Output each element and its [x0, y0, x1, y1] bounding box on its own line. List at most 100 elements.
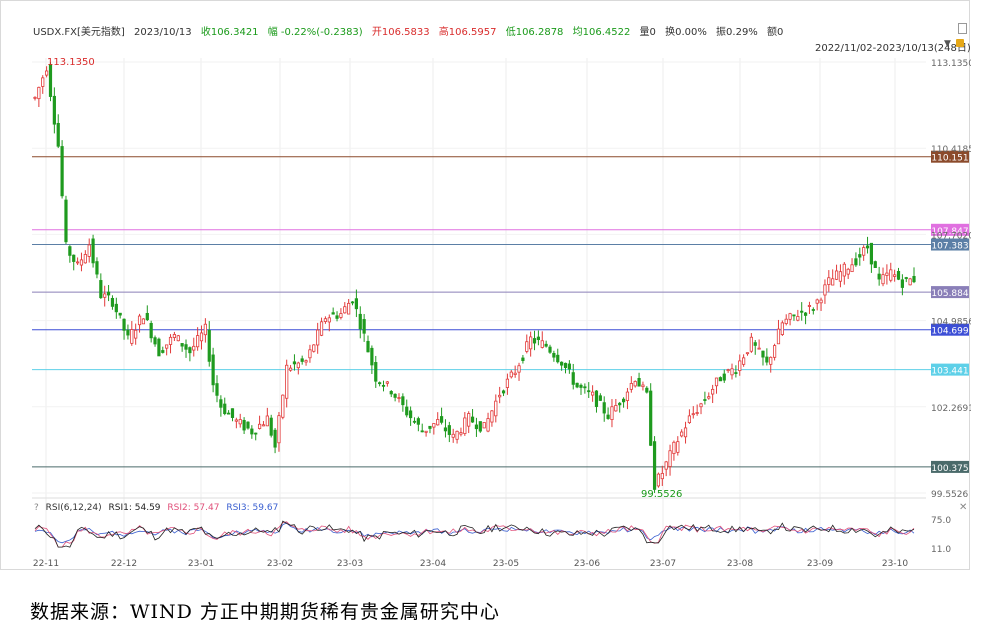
x-axis-ticks: 22-11 22-12 23-01 23-02 23-03 23-04 23-05 23-06… [33, 559, 908, 569]
candle-body [83, 254, 87, 264]
candle-body [896, 270, 901, 280]
candle-body [114, 303, 118, 313]
x-tick-label: 23-02 [267, 559, 293, 569]
candle-body [745, 352, 750, 355]
candle-body [730, 368, 734, 376]
rsi3-value: RSI3: 59.67 [226, 503, 279, 513]
candle-body [366, 340, 370, 353]
x-tick-label: 23-03 [337, 559, 363, 569]
candle-body [227, 412, 231, 415]
candle-body [273, 429, 277, 448]
amount-label: 额0 [767, 27, 784, 38]
candle-body [610, 406, 614, 420]
candle-body [292, 361, 297, 365]
candle-body [765, 356, 769, 363]
candle-body [912, 275, 916, 283]
level-label-box [931, 286, 969, 299]
date-range-selector[interactable]: 2022/11/02-2023/10/13(248日) [815, 43, 971, 54]
candle-body [261, 424, 266, 427]
candle-body [52, 95, 56, 125]
candle-body [772, 345, 777, 358]
candle-body [211, 354, 215, 386]
candle-body [614, 405, 618, 412]
candle-body [397, 397, 401, 399]
candle-body [389, 391, 393, 395]
panel-layout-icon[interactable] [958, 23, 967, 34]
level-label-box [931, 460, 969, 473]
candle-body [823, 284, 827, 296]
candle-body [544, 343, 548, 347]
candle-body [707, 396, 711, 399]
candle-body [757, 347, 761, 350]
candle-body [230, 408, 235, 418]
candle-body [455, 430, 459, 440]
chevron-down-icon[interactable]: ▼ [944, 39, 951, 49]
candle-body [621, 398, 626, 403]
lock-icon[interactable] [956, 39, 964, 47]
close-icon[interactable]: ✕ [959, 502, 968, 513]
rsi1-line [34, 520, 915, 548]
candle-body [91, 238, 95, 264]
candle-body [885, 272, 889, 276]
candle-body [242, 419, 246, 431]
candle-body [846, 268, 850, 275]
candle-body [362, 319, 366, 334]
candle-body [234, 419, 238, 422]
candle-body [215, 383, 219, 396]
candle-body [192, 345, 196, 351]
candle-body [591, 391, 595, 396]
candle-body [742, 357, 746, 365]
candle-body [420, 430, 424, 433]
candles [33, 62, 916, 493]
candle-body [122, 318, 126, 331]
candle-body [711, 388, 715, 395]
candle-body [811, 309, 815, 311]
help-icon[interactable]: ? [34, 503, 39, 513]
candle-body [660, 473, 664, 480]
candle-body [680, 431, 684, 437]
candle-body [819, 299, 823, 304]
candle-body [645, 387, 649, 393]
candle-body [269, 417, 273, 436]
level-label: 107.847 [931, 227, 968, 237]
candle-body [769, 356, 773, 365]
change-label: 幅 -0.22%(-0.2383) [267, 27, 363, 38]
candle-body [831, 278, 835, 286]
candle-body [474, 424, 479, 430]
candle-body [904, 277, 908, 279]
rsi-panel: 75.0 11.0 [34, 516, 951, 555]
candle-body [246, 421, 250, 429]
candle-body [319, 321, 324, 336]
candle-body [722, 373, 726, 381]
candle-body [652, 441, 657, 490]
candle-body [285, 364, 289, 399]
candle-body [145, 312, 149, 321]
rsi-legend: ? RSI(6,12,24) RSI1: 54.59 RSI2: 57.47 R… [34, 503, 282, 513]
candle-body [300, 358, 304, 362]
candle-body [358, 313, 362, 330]
candle-body [629, 383, 633, 390]
price-chart[interactable]: 110.151 107.847 107.383 105.884 104.699 103.4… [1, 1, 971, 571]
candle-body [149, 322, 153, 339]
candle-body [416, 418, 420, 425]
candle-body [838, 271, 843, 282]
candle-body [428, 425, 432, 429]
candle-body [312, 344, 316, 352]
candle-body [447, 425, 451, 435]
x-tick-label: 23-09 [807, 559, 833, 569]
x-tick-label: 23-01 [188, 559, 214, 569]
open-label: 开106.5833 [371, 27, 430, 38]
date-label: 2023/10/13 [134, 27, 192, 38]
candle-body [606, 414, 610, 419]
low-annotation: 99.5526 [641, 489, 682, 500]
candle-body [683, 427, 688, 438]
candle-body [203, 323, 207, 336]
quote-header: USDX.FX[美元指数] 2023/10/13 收106.3421 幅 -0.… [33, 23, 789, 38]
rsi-title: RSI(6,12,24) [45, 503, 102, 513]
candle-body [695, 412, 699, 414]
level-label: 103.441 [931, 367, 968, 377]
candle-body [509, 371, 513, 378]
candle-body [443, 427, 448, 432]
candle-body [331, 312, 335, 315]
candle-body [873, 261, 877, 269]
